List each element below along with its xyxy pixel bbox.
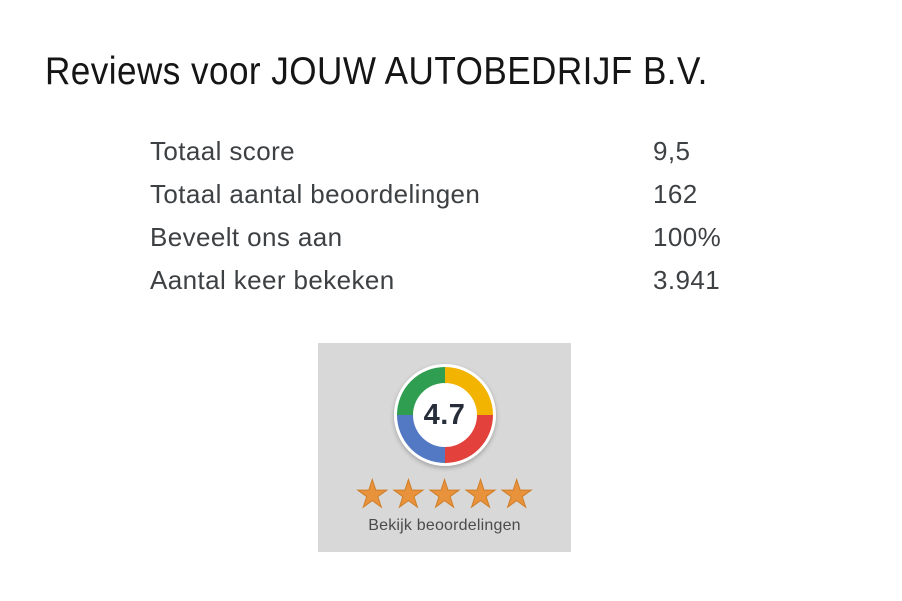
table-row: Beveelt ons aan 100% (150, 216, 750, 259)
stat-value-recommend: 100% (653, 222, 722, 252)
page-title: Reviews voor JOUW AUTOBEDRIJF B.V. (45, 50, 708, 93)
table-row: Aantal keer bekeken 3.941 (150, 259, 750, 302)
star-icon: ★ (355, 474, 390, 516)
stats-table: Totaal score 9,5 Totaal aantal beoordeli… (150, 130, 750, 302)
review-widget[interactable]: 4.7 ★ ★ ★ ★ ★ Bekijk beoordelingen (318, 343, 571, 552)
star-icon: ★ (499, 474, 534, 516)
stat-value-total-reviews: 162 (653, 179, 698, 209)
rating-ring-center: 4.7 (412, 383, 477, 447)
stat-label-views: Aantal keer bekeken (150, 265, 395, 295)
rating-ring: 4.7 (393, 364, 496, 466)
star-rating: ★ ★ ★ ★ ★ (354, 474, 534, 516)
stat-label-recommend: Beveelt ons aan (150, 222, 343, 252)
stat-value-views: 3.941 (653, 265, 721, 295)
rating-score: 4.7 (423, 398, 466, 431)
star-icon: ★ (427, 474, 462, 516)
table-row: Totaal aantal beoordelingen 162 (150, 173, 750, 216)
table-row: Totaal score 9,5 (150, 130, 750, 173)
stat-value-total-score: 9,5 (653, 136, 691, 166)
stat-label-total-score: Totaal score (150, 136, 295, 166)
star-icon: ★ (463, 474, 498, 516)
star-icon: ★ (391, 474, 426, 516)
stat-label-total-reviews: Totaal aantal beoordelingen (150, 179, 481, 209)
view-reviews-link[interactable]: Bekijk beoordelingen (368, 517, 521, 534)
